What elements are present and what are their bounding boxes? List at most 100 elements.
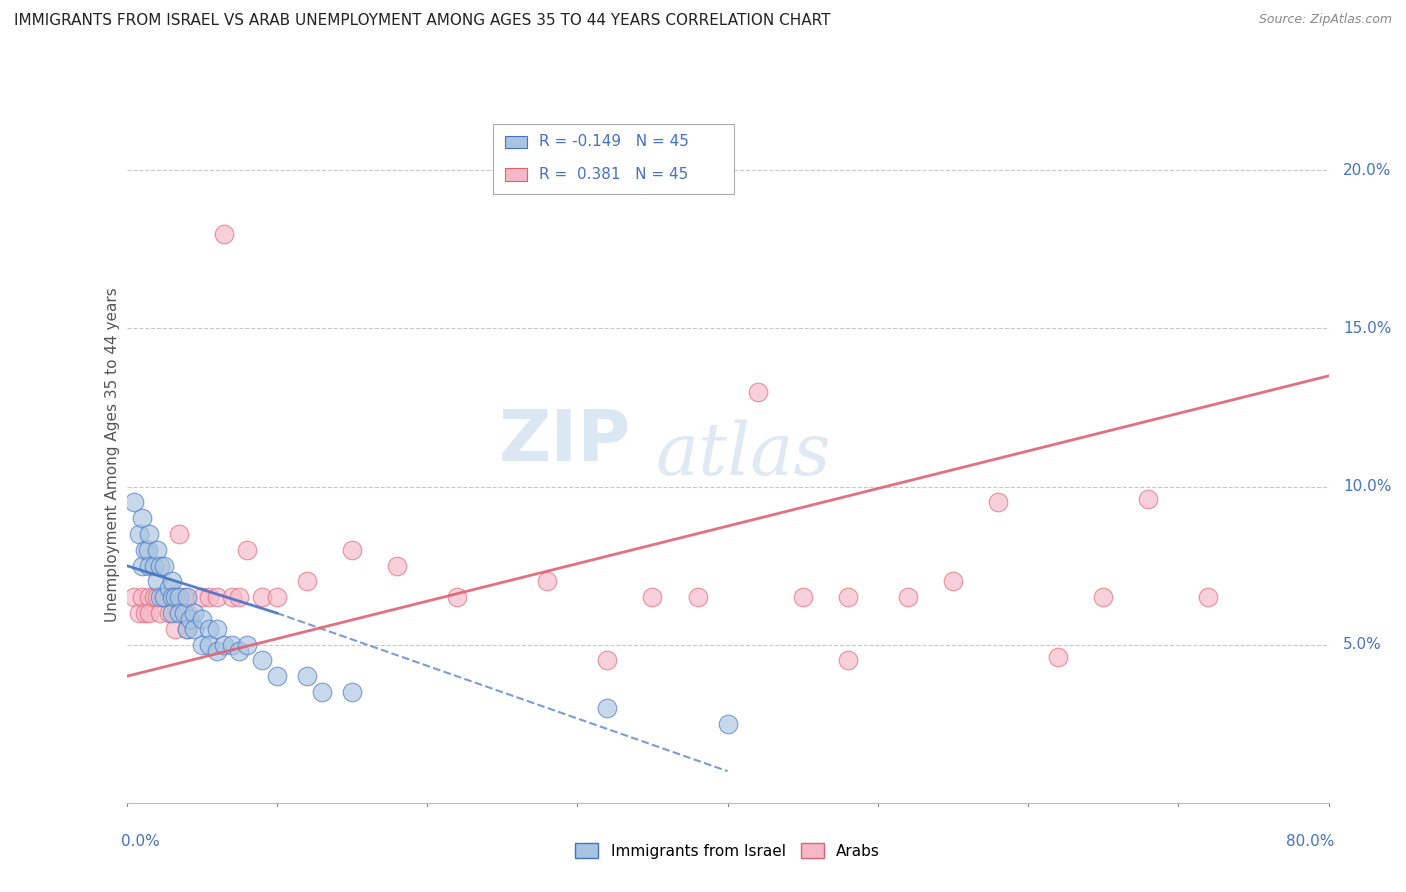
Point: [160, 606, 183, 620]
Point: [1137, 492, 1160, 507]
Point: [716, 716, 740, 731]
Point: [198, 638, 221, 652]
Point: [173, 591, 195, 605]
Point: [686, 591, 709, 605]
Point: [167, 606, 190, 620]
Point: [145, 591, 167, 605]
Point: [131, 591, 153, 605]
Point: [228, 644, 250, 658]
Point: [1197, 591, 1219, 605]
Point: [157, 606, 180, 620]
Point: [235, 542, 259, 557]
Point: [340, 685, 363, 699]
Point: [142, 558, 165, 573]
Point: [837, 653, 859, 667]
Point: [190, 591, 212, 605]
Point: [149, 558, 172, 573]
Point: [183, 622, 205, 636]
Point: [131, 558, 153, 573]
Point: [311, 685, 333, 699]
Point: [205, 591, 228, 605]
Point: [228, 591, 250, 605]
FancyBboxPatch shape: [494, 124, 734, 194]
Point: [446, 591, 468, 605]
Point: [138, 606, 160, 620]
Point: [250, 591, 273, 605]
Point: [198, 622, 221, 636]
Point: [250, 653, 273, 667]
Point: [221, 638, 243, 652]
Text: 5.0%: 5.0%: [1343, 637, 1382, 652]
Bar: [505, 169, 527, 181]
Point: [596, 653, 619, 667]
Point: [190, 638, 212, 652]
Point: [138, 591, 160, 605]
Point: [987, 495, 1010, 509]
Point: [212, 638, 235, 652]
Text: atlas: atlas: [655, 419, 831, 491]
Point: [128, 606, 150, 620]
Point: [176, 591, 198, 605]
Text: 10.0%: 10.0%: [1343, 479, 1392, 494]
Bar: [505, 136, 527, 148]
Point: [153, 591, 176, 605]
Point: [176, 606, 198, 620]
Point: [167, 591, 190, 605]
Point: [176, 622, 198, 636]
Point: [897, 591, 920, 605]
Text: R =  0.381   N = 45: R = 0.381 N = 45: [538, 167, 688, 182]
Point: [266, 669, 288, 683]
Point: [837, 591, 859, 605]
Point: [198, 591, 221, 605]
Point: [536, 574, 558, 589]
Point: [153, 591, 176, 605]
Point: [205, 644, 228, 658]
Text: ZIP: ZIP: [499, 407, 631, 475]
Point: [1047, 650, 1070, 665]
Text: 20.0%: 20.0%: [1343, 163, 1392, 178]
Point: [145, 574, 167, 589]
Point: [385, 558, 408, 573]
Point: [160, 574, 183, 589]
Point: [131, 511, 153, 525]
Point: [340, 542, 363, 557]
Point: [138, 558, 160, 573]
Point: [792, 591, 814, 605]
Point: [134, 606, 156, 620]
Point: [157, 581, 180, 595]
Point: [179, 612, 201, 626]
Point: [942, 574, 965, 589]
Point: [173, 606, 195, 620]
Point: [235, 638, 259, 652]
Point: [167, 527, 190, 541]
Point: [142, 591, 165, 605]
Text: 15.0%: 15.0%: [1343, 321, 1392, 336]
Text: IMMIGRANTS FROM ISRAEL VS ARAB UNEMPLOYMENT AMONG AGES 35 TO 44 YEARS CORRELATIO: IMMIGRANTS FROM ISRAEL VS ARAB UNEMPLOYM…: [14, 13, 831, 29]
Point: [134, 542, 156, 557]
Point: [145, 542, 167, 557]
Point: [136, 542, 159, 557]
Point: [295, 574, 318, 589]
Point: [183, 606, 205, 620]
Point: [163, 591, 186, 605]
Point: [163, 622, 186, 636]
Point: [149, 606, 172, 620]
Point: [190, 612, 212, 626]
Legend: Immigrants from Israel, Arabs: Immigrants from Israel, Arabs: [569, 837, 886, 864]
Point: [221, 591, 243, 605]
Point: [149, 591, 172, 605]
Text: 0.0%: 0.0%: [121, 834, 159, 849]
Point: [596, 701, 619, 715]
Point: [212, 227, 235, 241]
Text: R = -0.149   N = 45: R = -0.149 N = 45: [538, 135, 689, 149]
Point: [153, 558, 176, 573]
Point: [138, 527, 160, 541]
Point: [160, 591, 183, 605]
Point: [122, 495, 145, 509]
Point: [266, 591, 288, 605]
Point: [122, 591, 145, 605]
Point: [128, 527, 150, 541]
Point: [205, 622, 228, 636]
Text: Source: ZipAtlas.com: Source: ZipAtlas.com: [1258, 13, 1392, 27]
Point: [295, 669, 318, 683]
